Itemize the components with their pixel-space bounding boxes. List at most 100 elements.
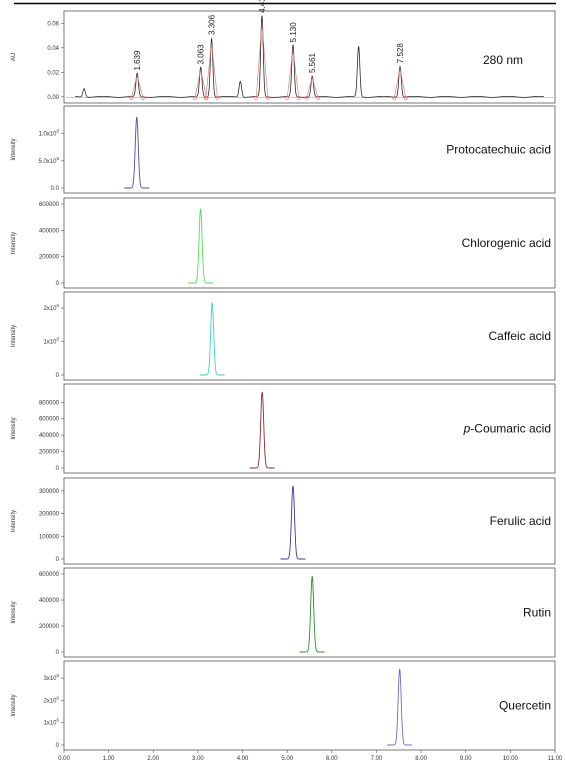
- uv-ytick-2-label: 0.04: [47, 46, 59, 52]
- uv-peak-start-1: [129, 95, 134, 100]
- ms-axis-title-4: Intensity: [11, 510, 17, 532]
- ms-axis-title-2: Intensity: [11, 325, 17, 347]
- ms-ytick-4-0-label: 0: [56, 557, 60, 563]
- ms-ytick-3-3-label: 600000: [39, 417, 60, 423]
- ms-panel-1-frame: [63, 197, 556, 289]
- ms-peak-trace-5: [299, 575, 325, 653]
- ms-peak-trace-3: [249, 391, 275, 469]
- ms-compound-label-3: p-Coumaric acid: [463, 422, 551, 436]
- uv-peak-end-1: [141, 95, 145, 100]
- uv-peak-end-6: [296, 95, 301, 100]
- x-tick-label-3: 3.00: [192, 756, 204, 762]
- ms-ytick-3-2-label: 400000: [39, 433, 60, 439]
- uv-peak-fit-1: [131, 74, 144, 98]
- uv-peak-end-3: [215, 95, 220, 100]
- uv-peak-fit-7: [306, 76, 319, 98]
- ms-compound-label-0: Protocatechuic acid: [446, 143, 551, 157]
- ms-axis-title-3: Intensity: [11, 417, 17, 439]
- ms-ytick-0-2-label: 1.0x106: [38, 129, 59, 138]
- ms-ytick-1-1-label: 200000: [39, 255, 60, 261]
- uv-peak-fit-6: [286, 49, 300, 98]
- ms-ytick-0-1-label: 5.0x105: [38, 156, 59, 165]
- uv-peak-fit-2: [194, 69, 207, 98]
- ms-ytick-2-2-label: 2x106: [43, 303, 59, 312]
- x-tick-label-11: 11.00: [548, 756, 563, 762]
- uv-peak-end-9: [403, 95, 408, 100]
- uv-peak-start-5: [254, 95, 259, 100]
- ms-ytick-5-1-label: 200000: [39, 624, 60, 630]
- uv-peak-start-6: [285, 95, 290, 100]
- ms-panel-2-frame: [63, 291, 556, 381]
- x-tick-label-4: 4.00: [237, 756, 249, 762]
- uv-peak-label-1: 1.639: [133, 50, 142, 71]
- uv-peak-label-5: 4.435: [258, 0, 267, 13]
- ms-panel-5-frame: [63, 567, 556, 658]
- ms-ytick-6-1-label: 1x106: [43, 718, 59, 727]
- uv-peak-end-7: [316, 95, 320, 100]
- ms-axis-title-5: Intensity: [11, 601, 17, 623]
- ms-ytick-0-0-label: 0.0: [51, 186, 60, 192]
- uv-peak-label-3: 3.306: [208, 14, 217, 35]
- x-tick-label-9: 9.00: [460, 756, 472, 762]
- uv-ytick-0-label: 0.00: [47, 95, 59, 101]
- uv-axis-title: AU: [11, 53, 17, 61]
- x-tick-label-0: 0.00: [58, 756, 70, 762]
- ms-ytick-1-0-label: 0: [56, 281, 60, 287]
- uv-peak-end-5: [265, 95, 270, 100]
- ms-compound-label-5: Rutin: [523, 606, 551, 620]
- ms-peak-trace-2: [199, 302, 225, 376]
- ms-panel-3-frame: [63, 383, 556, 474]
- uv-ytick-1-label: 0.02: [47, 70, 59, 76]
- uv-peak-start-2: [193, 95, 197, 100]
- ms-ytick-2-1-label: 1x106: [43, 337, 59, 346]
- ms-compound-label-6: Quercetin: [499, 699, 551, 713]
- uv-peak-start-3: [203, 95, 208, 100]
- x-tick-label-10: 10.00: [503, 756, 519, 762]
- uv-peak-fit-9: [393, 68, 407, 98]
- ms-ytick-5-3-label: 600000: [39, 572, 60, 578]
- ms-axis-title-6: Intensity: [11, 694, 17, 716]
- uv-peak-label-9: 7.528: [396, 43, 405, 64]
- ms-ytick-6-3-label: 3x106: [43, 673, 59, 682]
- uv-peak-fit-5: [255, 22, 269, 98]
- uv-wavelength-label: 280 nm: [483, 53, 523, 67]
- uv-peak-label-2: 3.063: [197, 44, 206, 65]
- ms-ytick-1-3-label: 600000: [39, 202, 60, 208]
- x-tick-label-6: 6.00: [326, 756, 338, 762]
- ms-ytick-1-2-label: 400000: [39, 228, 60, 234]
- ms-peak-trace-6: [387, 668, 413, 746]
- ms-panel-0-frame: [63, 105, 556, 194]
- uv-panel-frame: [63, 10, 556, 104]
- ms-compound-label-4: Ferulic acid: [490, 514, 551, 528]
- ms-ytick-5-2-label: 400000: [39, 598, 60, 604]
- ms-ytick-3-0-label: 0: [56, 466, 60, 472]
- ms-ytick-3-1-label: 200000: [39, 450, 60, 456]
- ms-ytick-4-3-label: 300000: [39, 489, 60, 495]
- x-tick-label-8: 8.00: [415, 756, 427, 762]
- ms-axis-title-0: Intensity: [11, 138, 17, 160]
- x-tick-label-7: 7.00: [371, 756, 383, 762]
- ms-ytick-6-0-label: 0: [56, 743, 60, 749]
- uv-peak-label-7: 5.561: [308, 52, 317, 73]
- x-tick-label-1: 1.00: [103, 756, 115, 762]
- ms-peak-trace-4: [280, 485, 306, 560]
- ms-ytick-4-1-label: 100000: [39, 534, 60, 540]
- ms-ytick-2-0-label: 0: [56, 373, 60, 379]
- ms-ytick-3-4-label: 800000: [39, 400, 60, 406]
- ms-axis-title-1: Intensity: [11, 232, 17, 254]
- ms-panel-4-frame: [63, 477, 556, 565]
- ms-peak-trace-1: [188, 208, 214, 284]
- x-tick-label-5: 5.00: [281, 756, 293, 762]
- ms-ytick-6-2-label: 2x106: [43, 695, 59, 704]
- ms-ytick-4-2-label: 200000: [39, 512, 60, 518]
- x-tick-label-2: 2.00: [147, 756, 159, 762]
- ms-peak-trace-0: [124, 116, 150, 189]
- uv-peak-start-9: [392, 95, 397, 100]
- ms-compound-label-2: Caffeic acid: [489, 329, 551, 343]
- uv-peak-start-7: [304, 95, 309, 100]
- uv-trace: [75, 15, 544, 98]
- ms-panel-6-frame: [63, 660, 556, 751]
- uv-ytick-3-label: 0.06: [47, 21, 59, 27]
